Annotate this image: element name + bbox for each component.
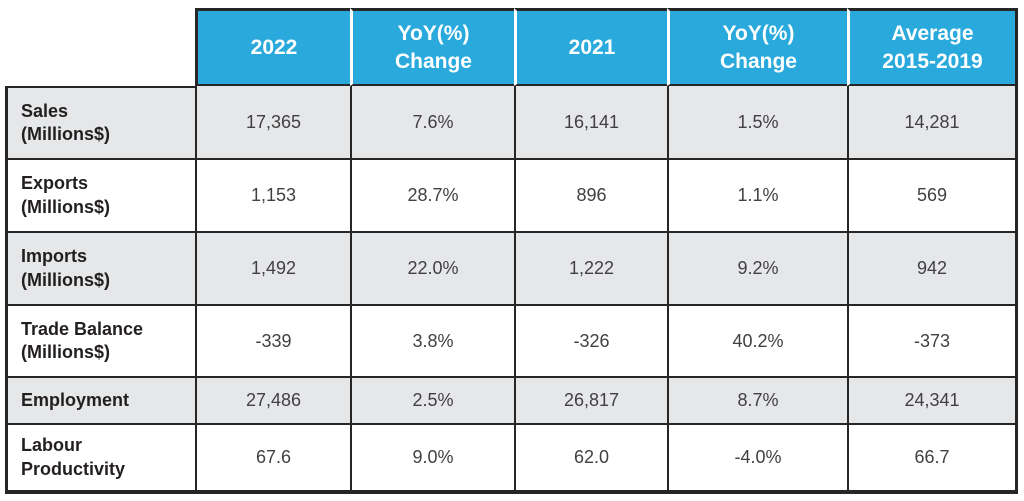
table-cell: -373 (847, 306, 1018, 378)
row-label-employment: Employment (5, 378, 195, 425)
table-cell: 2.5% (350, 378, 514, 425)
table-cell: 26,817 (514, 378, 667, 425)
table-cell: 24,341 (847, 378, 1018, 425)
column-header-yoy-change-2022: YoY(%) Change (350, 8, 514, 86)
table-cell: 14,281 (847, 86, 1018, 160)
table-cell: 22.0% (350, 233, 514, 306)
table-cell: 62.0 (514, 425, 667, 494)
table-cell: 27,486 (195, 378, 350, 425)
row-label-trade-balance: Trade Balance (Millions$) (5, 306, 195, 378)
table-cell: -4.0% (667, 425, 847, 494)
table-cell: 1,222 (514, 233, 667, 306)
industry-statistics-table: 2022 YoY(%) Change 2021 YoY(%) Change Av… (5, 8, 1018, 494)
table-cell: 16,141 (514, 86, 667, 160)
table-cell: -339 (195, 306, 350, 378)
row-label-sales: Sales (Millions$) (5, 86, 195, 160)
table-cell: 67.6 (195, 425, 350, 494)
table-cell: 1.5% (667, 86, 847, 160)
table-cell: 7.6% (350, 86, 514, 160)
table-cell: 66.7 (847, 425, 1018, 494)
row-label-exports: Exports (Millions$) (5, 160, 195, 233)
table-cell: 3.8% (350, 306, 514, 378)
row-label-imports: Imports (Millions$) (5, 233, 195, 306)
table-cell: 1,492 (195, 233, 350, 306)
table-cell: 28.7% (350, 160, 514, 233)
column-header-yoy-change-2021: YoY(%) Change (667, 8, 847, 86)
table-cell: 1,153 (195, 160, 350, 233)
table-cell: 1.1% (667, 160, 847, 233)
column-header-2021: 2021 (514, 8, 667, 86)
table-cell: 896 (514, 160, 667, 233)
column-header-2022: 2022 (195, 8, 350, 86)
table-cell: 17,365 (195, 86, 350, 160)
table-cell: 9.2% (667, 233, 847, 306)
row-label-labour-productivity: Labour Productivity (5, 425, 195, 494)
table-cell: 40.2% (667, 306, 847, 378)
table-cell: 569 (847, 160, 1018, 233)
table-cell: -326 (514, 306, 667, 378)
table-cell: 9.0% (350, 425, 514, 494)
table-cell: 942 (847, 233, 1018, 306)
table-cell: 8.7% (667, 378, 847, 425)
corner-cell (5, 8, 195, 86)
column-header-average-2015-2019: Average 2015-2019 (847, 8, 1018, 86)
